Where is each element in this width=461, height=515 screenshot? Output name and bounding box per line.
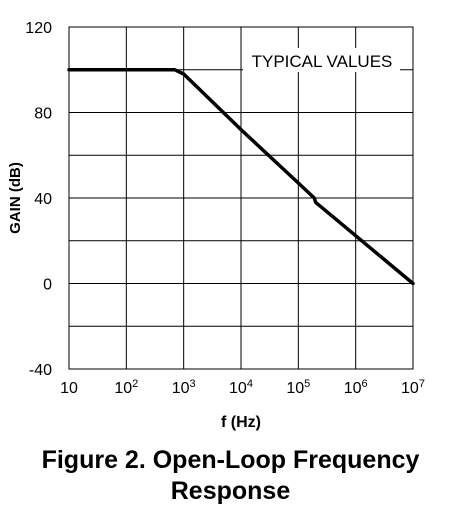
- series-line-open-loop-gain: [67, 68, 415, 286]
- plot-frame: [68, 26, 414, 370]
- x-tick-label: 103: [172, 378, 196, 397]
- y-tick-label: 0: [43, 277, 52, 294]
- y-tick-label: -40: [29, 362, 52, 379]
- figure-caption-line-2: Response: [170, 477, 291, 505]
- y-tick-label: 120: [25, 20, 52, 37]
- y-axis-label: GAIN (dB): [7, 162, 24, 234]
- annotation-typical-values: TYPICAL VALUES: [252, 52, 393, 71]
- series-layer: [67, 68, 415, 286]
- annotation-background: [243, 48, 400, 72]
- x-tick-label: 105: [286, 378, 310, 397]
- x-tick-label: 10: [60, 380, 78, 397]
- x-tick-label: 106: [344, 378, 368, 397]
- x-axis-label: f (Hz): [221, 414, 261, 431]
- x-tick-label: 107: [401, 378, 425, 397]
- figure-caption-line-1: Figure 2. Open-Loop Frequency: [41, 446, 420, 474]
- y-tick-label: 40: [34, 191, 52, 208]
- grid: [69, 27, 413, 369]
- x-tick-label: 104: [229, 378, 253, 397]
- annotation-layer: TYPICAL VALUES: [243, 48, 400, 72]
- x-tick-labels: 10 102 103 104 105 106 107: [60, 378, 425, 397]
- y-tick-label: 80: [34, 106, 52, 123]
- y-tick-labels: 120 80 40 0 -40: [25, 20, 52, 379]
- x-tick-label: 102: [114, 378, 138, 397]
